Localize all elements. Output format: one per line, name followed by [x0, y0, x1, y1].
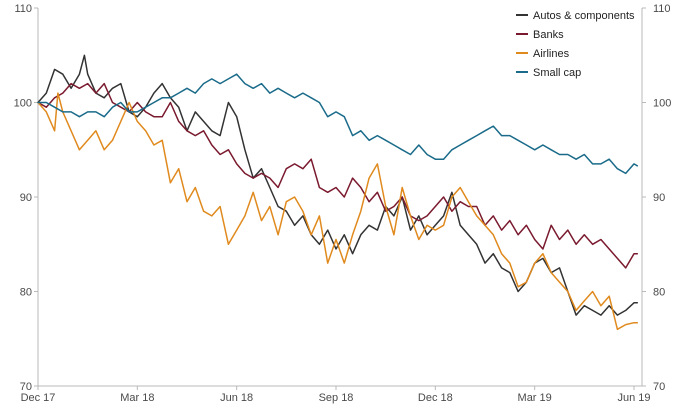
x-tick-label: Dec 17: [21, 392, 56, 404]
x-tick-label: Dec 18: [418, 392, 453, 404]
y-tick-label-right: 100: [653, 98, 671, 110]
legend: Autos & components Banks Airlines Small cap: [516, 10, 635, 79]
series-line-small-cap: [37, 73, 639, 175]
y-tick-label-right: 90: [653, 192, 665, 204]
series-line-autos-components: [37, 54, 639, 316]
x-tick-label: Jun 19: [617, 392, 650, 404]
legend-label-small-cap: Small cap: [533, 67, 581, 79]
series-line-airlines: [37, 92, 639, 331]
y-tick-label-left: 100: [14, 98, 32, 110]
legend-label-banks: Banks: [533, 29, 564, 41]
series-lines: [37, 54, 639, 331]
ticks: 70 70 80 80 90 90 100 100 110 110 Dec 17 Mar 18 Jun …: [14, 3, 672, 404]
y-tick-label-left: 80: [20, 287, 32, 299]
y-tick-label-right: 80: [653, 287, 665, 299]
x-tick-label: Sep 18: [319, 392, 354, 404]
legend-label-autos-components: Autos & components: [533, 10, 635, 22]
legend-label-airlines: Airlines: [533, 48, 570, 60]
x-tick-label: Mar 19: [518, 392, 552, 404]
y-tick-label-right: 110: [653, 3, 671, 15]
x-tick-label: Mar 18: [120, 392, 154, 404]
series-line-banks: [37, 82, 639, 269]
axes: [37, 8, 643, 387]
y-tick-label-left: 90: [20, 192, 32, 204]
y-tick-label-right: 70: [653, 381, 665, 393]
y-tick-label-left: 70: [20, 381, 32, 393]
x-tick-label: Jun 18: [220, 392, 253, 404]
y-tick-label-left: 110: [14, 3, 32, 15]
